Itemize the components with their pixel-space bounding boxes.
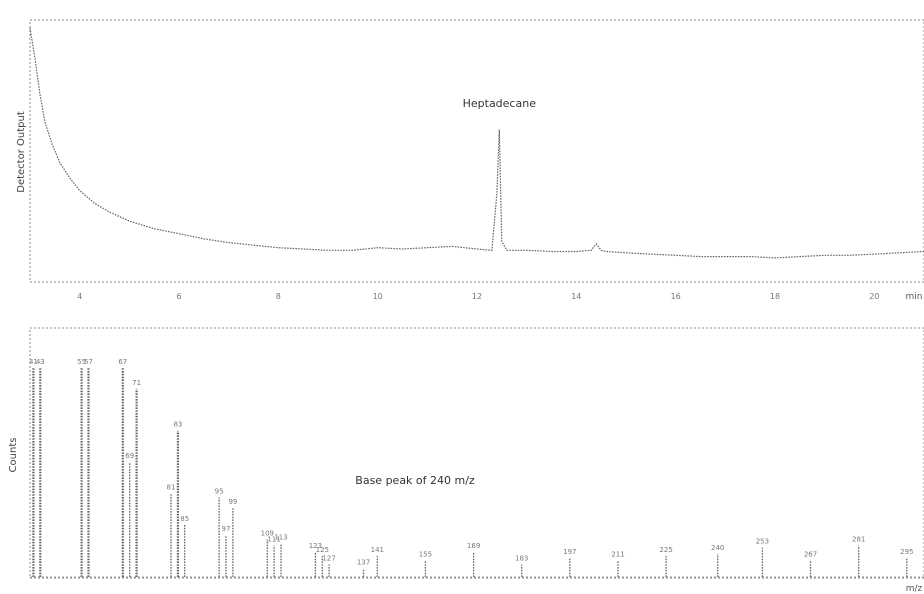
spectrum-peak-label: 125 xyxy=(316,546,329,554)
chromatogram-x-tick-label: 20 xyxy=(869,292,879,301)
spectrum-peak-label: 183 xyxy=(515,555,528,563)
spectrum-peak-label: 155 xyxy=(419,550,432,558)
spectrum-peak-label: 141 xyxy=(371,546,384,554)
spectrum-peak-label: 225 xyxy=(659,546,672,554)
spectrum-peak-label: 267 xyxy=(804,550,817,558)
spectrum-peak-label: 211 xyxy=(611,550,624,558)
heptadecane-label: Heptadecane xyxy=(463,97,537,110)
chromatogram-ylabel: Detector Output xyxy=(16,111,27,193)
chromatogram-x-tick-label: 10 xyxy=(373,292,383,301)
spectrum-peak-label: 281 xyxy=(852,536,865,544)
chromatogram-panel: Detector Output 4 6 8 10 12 14 16 18 20 min Hept… xyxy=(16,19,924,302)
chromatogram-x-tick-label: 14 xyxy=(571,292,581,301)
spectrum-peak-label: 109 xyxy=(261,529,274,537)
spectrum-peak-label: 69 xyxy=(125,452,134,460)
spectrum-peak-label: 240 xyxy=(711,544,724,552)
chromatogram-trace xyxy=(29,27,924,259)
chromatogram-x-unit: min xyxy=(906,292,923,302)
spectrum-peak-label: 97 xyxy=(222,525,231,533)
spectrum-frame xyxy=(29,327,924,579)
spectrum-peak-label: 295 xyxy=(900,548,913,556)
chromatogram-x-tick-label: 6 xyxy=(176,292,181,301)
chromatogram-x-ticks: 4 6 8 10 12 14 16 18 20 xyxy=(77,292,879,301)
spectrum-peak-label: 43 xyxy=(36,358,45,366)
chromatogram-x-tick-label: 18 xyxy=(770,292,780,301)
spectrum-peak-label: 41 xyxy=(29,358,38,366)
spectrum-peak-label: 71 xyxy=(132,379,141,387)
spectrum-peak-label: 123 xyxy=(309,542,322,550)
spectrum-peak-label: 197 xyxy=(563,548,576,556)
spectrum-peak-label: 95 xyxy=(215,488,224,496)
spectrum-peak-label: 55 xyxy=(77,358,86,366)
chromatogram-x-tick-label: 16 xyxy=(671,292,681,301)
spectrum-peak-label: 127 xyxy=(322,555,335,563)
chromatogram-x-tick-label: 8 xyxy=(276,292,281,301)
chromatogram-frame xyxy=(29,19,924,283)
spectrum-peak-label: 253 xyxy=(756,538,769,546)
spectrum-x-unit: m/z xyxy=(906,584,923,594)
chromatogram-x-tick-label: 4 xyxy=(77,292,82,301)
spectrum-ylabel: Counts xyxy=(8,438,19,473)
spectrum-peak-label: 99 xyxy=(228,498,237,506)
spectrum-peak-label: 169 xyxy=(467,542,480,550)
spectrum-peak-label: 83 xyxy=(173,421,182,429)
base-peak-label: Base peak of 240 m/z xyxy=(355,474,475,487)
spectrum-peak-label: 85 xyxy=(180,515,189,523)
spectrum-peak-label: 57 xyxy=(84,358,93,366)
spectrum-peak-label: 137 xyxy=(357,559,370,567)
chromatogram-x-tick-label: 12 xyxy=(472,292,482,301)
spectrum-peak-label: 113 xyxy=(274,534,287,542)
spectrum-peak-label: 81 xyxy=(167,483,176,491)
spectrum-peak-label: 111 xyxy=(267,536,280,544)
spectrum-peak-label: 67 xyxy=(118,358,127,366)
